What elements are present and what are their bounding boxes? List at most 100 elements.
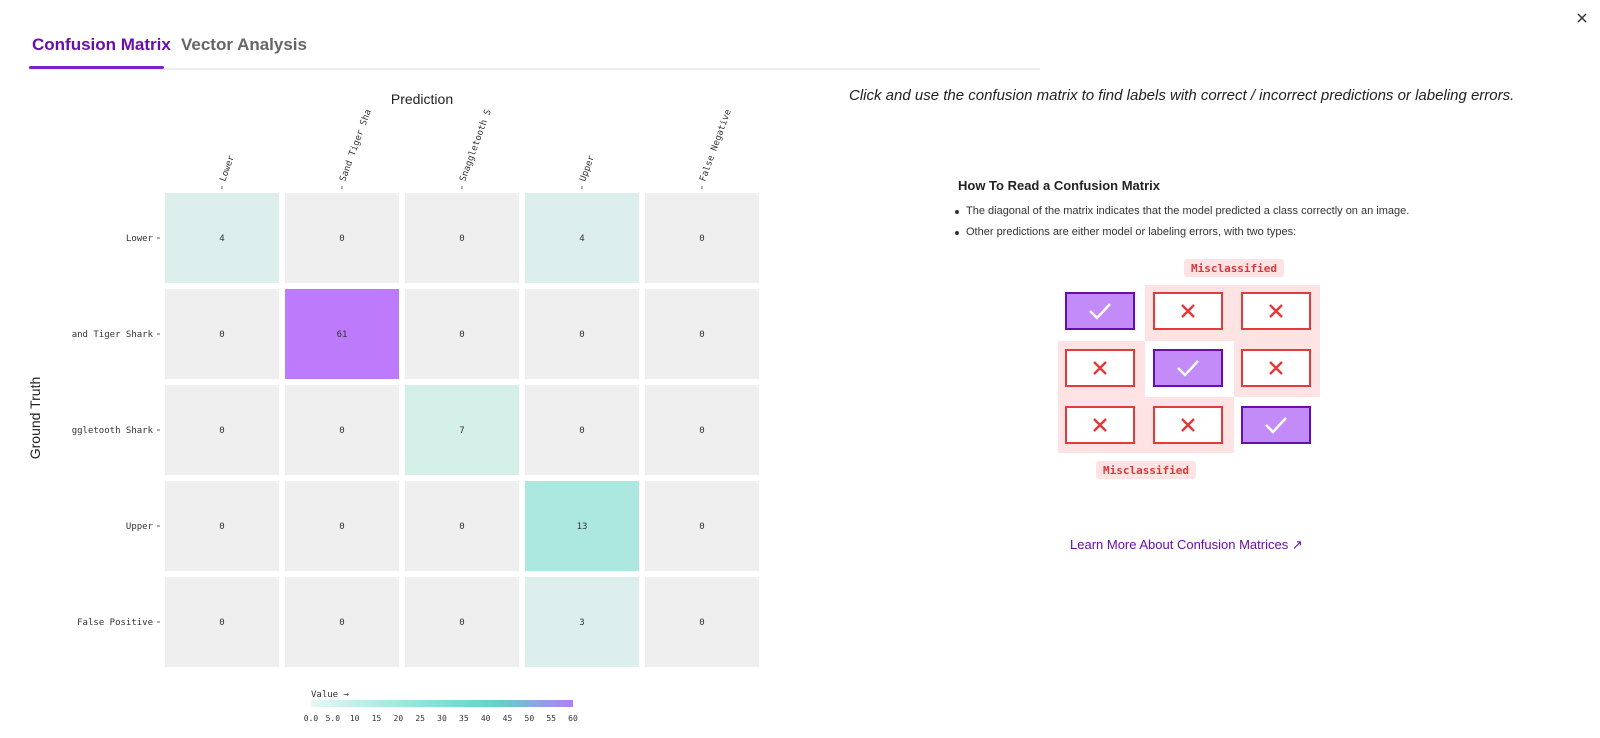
matrix-cell-value: 0 bbox=[219, 522, 224, 532]
error-cell bbox=[1241, 349, 1311, 387]
y-tick-label: False Positive bbox=[77, 618, 153, 628]
legend-tick-label: 20 bbox=[394, 714, 404, 723]
matrix-cell[interactable] bbox=[645, 577, 759, 667]
legend-tick-label: 60 bbox=[568, 714, 578, 723]
legend-tick-label: 25 bbox=[415, 714, 425, 723]
active-tab-indicator bbox=[29, 66, 164, 69]
legend-tick-label: 5.0 bbox=[326, 714, 341, 723]
matrix-cell[interactable] bbox=[285, 481, 399, 571]
matrix-cell-value: 0 bbox=[699, 330, 704, 340]
matrix-cell-value: 0 bbox=[219, 618, 224, 628]
confusion-matrix-diagram: Misclassified Misclassified bbox=[1058, 259, 1320, 479]
matrix-cell-value: 4 bbox=[219, 234, 224, 244]
matrix-cell-value: 0 bbox=[699, 522, 704, 532]
matrix-cell[interactable] bbox=[285, 193, 399, 283]
matrix-cell[interactable] bbox=[645, 481, 759, 571]
matrix-cell[interactable] bbox=[525, 193, 639, 283]
legend-tick-label: 30 bbox=[437, 714, 447, 723]
matrix-cell-value: 0 bbox=[219, 330, 224, 340]
matrix-cell-value: 0 bbox=[459, 618, 464, 628]
matrix-cell[interactable] bbox=[165, 385, 279, 475]
matrix-cell-value: 13 bbox=[577, 522, 588, 532]
y-tick-label: Lower bbox=[126, 234, 154, 244]
matrix-cell[interactable] bbox=[525, 481, 639, 571]
matrix-cell[interactable] bbox=[525, 289, 639, 379]
matrix-cell-value: 0 bbox=[339, 234, 344, 244]
x-mark-icon bbox=[1269, 361, 1283, 375]
y-tick-label: Upper bbox=[126, 522, 154, 532]
confusion-matrix-chart: Prediction Ground Truth 4 0 0 4 00 61 0 0 00 0 7 0 0… bbox=[27, 91, 759, 723]
howto-bullet: Other predictions are either model or la… bbox=[955, 222, 1478, 243]
error-cell bbox=[1241, 292, 1311, 330]
legend-tick-label: 10 bbox=[350, 714, 360, 723]
legend-tick-label: 0.0 bbox=[304, 714, 319, 723]
error-cell bbox=[1153, 292, 1223, 330]
matrix-cell[interactable] bbox=[285, 289, 399, 379]
matrix-cell-value: 0 bbox=[459, 522, 464, 532]
legend-tick-label: 35 bbox=[459, 714, 469, 723]
legend-tick-label: 40 bbox=[481, 714, 491, 723]
x-tick-label: Sand Tiger Sha bbox=[338, 108, 373, 183]
bottom-misclassified-tag: Misclassified bbox=[1096, 461, 1196, 479]
matrix-cell-value: 0 bbox=[219, 426, 224, 436]
howto-bullet: The diagonal of the matrix indicates tha… bbox=[955, 201, 1478, 222]
matrix-cell-value: 0 bbox=[579, 330, 584, 340]
matrix-cell[interactable] bbox=[405, 385, 519, 475]
y-axis-title: Ground Truth bbox=[27, 377, 43, 460]
legend-colorbar bbox=[311, 700, 573, 707]
x-axis-title: Prediction bbox=[391, 91, 453, 107]
tab-bar: Confusion Matrix Vector Analysis bbox=[29, 28, 1040, 70]
correct-cell bbox=[1065, 292, 1135, 330]
matrix-cell-value: 0 bbox=[579, 426, 584, 436]
correct-cell bbox=[1153, 349, 1223, 387]
matrix-cell-value: 61 bbox=[337, 330, 348, 340]
error-cell bbox=[1065, 406, 1135, 444]
matrix-cell-value: 7 bbox=[459, 426, 464, 436]
matrix-cell[interactable] bbox=[285, 577, 399, 667]
matrix-cell[interactable] bbox=[525, 577, 639, 667]
matrix-cell[interactable] bbox=[165, 577, 279, 667]
instruction-text: Click and use the confusion matrix to fi… bbox=[849, 87, 1515, 104]
matrix-cell[interactable] bbox=[165, 481, 279, 571]
x-tick-label: Snaggletooth S bbox=[458, 108, 493, 183]
top-misclassified-label: Misclassified bbox=[1191, 262, 1277, 275]
x-tick-label: False Negative bbox=[698, 108, 733, 183]
matrix-cell[interactable] bbox=[165, 289, 279, 379]
y-tick-label: and Tiger Shark bbox=[72, 330, 154, 340]
correct-cell bbox=[1241, 406, 1311, 444]
legend-tick-label: 45 bbox=[503, 714, 513, 723]
matrix-cell[interactable] bbox=[405, 289, 519, 379]
matrix-cell-value: 0 bbox=[339, 426, 344, 436]
matrix-cell[interactable] bbox=[405, 193, 519, 283]
matrix-cell[interactable] bbox=[405, 577, 519, 667]
matrix-cell[interactable] bbox=[645, 289, 759, 379]
matrix-cell[interactable] bbox=[285, 385, 399, 475]
matrix-cell-value: 0 bbox=[459, 234, 464, 244]
matrix-cell[interactable] bbox=[165, 193, 279, 283]
x-mark-icon bbox=[1181, 304, 1195, 318]
x-mark-icon bbox=[1181, 418, 1195, 432]
howto-list: The diagonal of the matrix indicates tha… bbox=[955, 201, 1478, 243]
matrix-cell[interactable] bbox=[405, 481, 519, 571]
close-button[interactable] bbox=[1572, 8, 1592, 28]
matrix-cell-value: 0 bbox=[339, 522, 344, 532]
check-icon bbox=[1089, 303, 1111, 320]
close-icon bbox=[1577, 13, 1587, 23]
matrix-cell-value: 0 bbox=[339, 618, 344, 628]
tab-vector-analysis[interactable]: Vector Analysis bbox=[181, 35, 307, 54]
matrix-cell-value: 0 bbox=[699, 426, 704, 436]
matrix-cell-value: 0 bbox=[699, 618, 704, 628]
x-tick-label: Upper bbox=[578, 154, 597, 183]
matrix-cell[interactable] bbox=[645, 193, 759, 283]
x-mark-icon bbox=[1093, 361, 1107, 375]
error-cell bbox=[1065, 349, 1135, 387]
bottom-misclassified-label: Misclassified bbox=[1103, 464, 1189, 477]
top-misclassified-tag: Misclassified bbox=[1184, 259, 1284, 277]
legend-title: Value → bbox=[311, 690, 350, 700]
matrix-cell[interactable] bbox=[645, 385, 759, 475]
matrix-cell[interactable] bbox=[525, 385, 639, 475]
error-cell bbox=[1153, 406, 1223, 444]
matrix-cell-value: 3 bbox=[579, 618, 584, 628]
learn-more-link[interactable]: Learn More About Confusion Matrices ↗ bbox=[1070, 537, 1303, 552]
tab-confusion-matrix[interactable]: Confusion Matrix bbox=[32, 35, 171, 54]
